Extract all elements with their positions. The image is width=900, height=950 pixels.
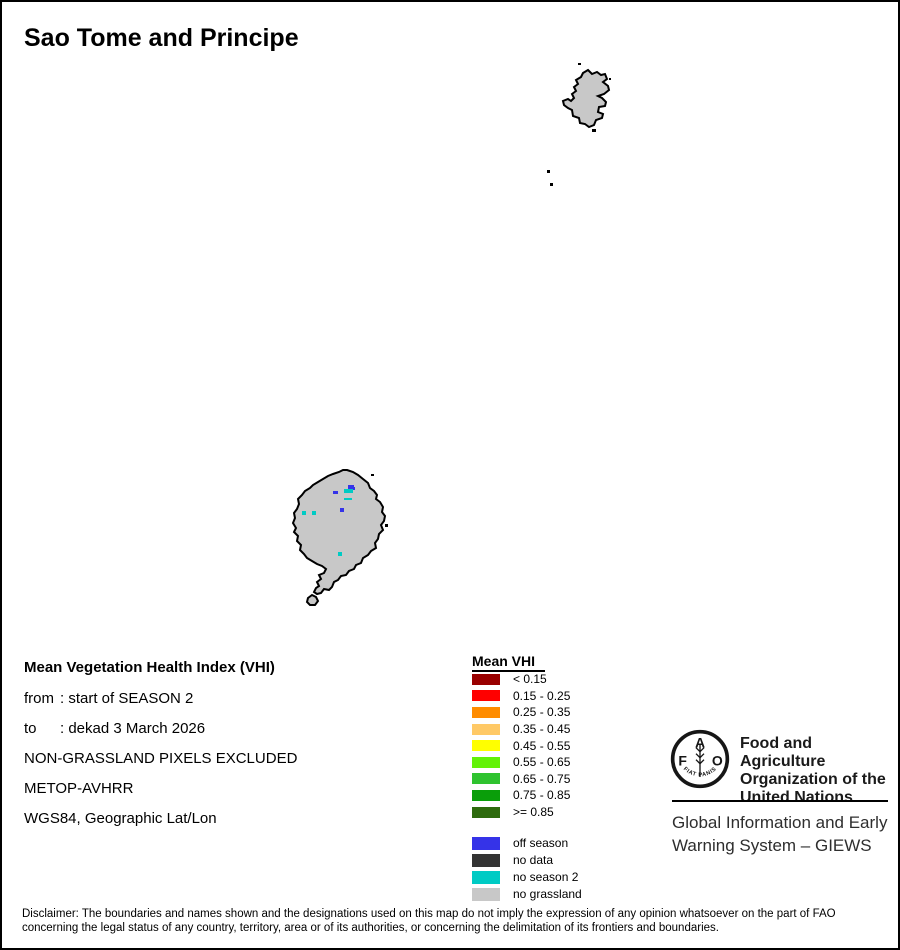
legend-swatch — [472, 853, 500, 867]
legend-label: 0.35 - 0.45 — [513, 722, 571, 737]
fao-org-name: Food and Agriculture Organization of the… — [740, 735, 898, 807]
legend-label: off season — [513, 836, 569, 851]
svg-text:F: F — [678, 753, 687, 769]
svg-text:O: O — [712, 753, 723, 769]
legend-swatch — [472, 806, 500, 818]
legend-label: 0.75 - 0.85 — [513, 788, 571, 803]
sao-tome-island — [291, 469, 387, 596]
legend-heading: Mean VHI — [472, 653, 546, 672]
disclaimer-text: Disclaimer: The boundaries and names sho… — [22, 908, 894, 935]
legend-label: no data — [513, 853, 554, 868]
legend-swatch — [472, 706, 500, 718]
legend-item: 0.25 - 0.35 — [472, 704, 570, 721]
legend-item: < 0.15 — [472, 671, 570, 688]
legend-label: < 0.15 — [513, 672, 547, 687]
fao-logo-icon: F A O FIAT PANIS — [670, 729, 730, 789]
legend-label: 0.15 - 0.25 — [513, 688, 571, 703]
from-label: from — [24, 690, 54, 707]
info-line-projection: WGS84, Geographic Lat/Lon — [24, 810, 217, 827]
info-line-from: from : start of SEASON 2 — [24, 690, 193, 707]
map-pixel-no-season-2 — [312, 511, 316, 515]
fao-divider-line — [672, 800, 888, 802]
principe-island — [561, 68, 611, 129]
disclaimer-line: Disclaimer: The boundaries and names sho… — [22, 908, 836, 920]
legend-label: 0.45 - 0.55 — [513, 738, 571, 753]
vhi-legend: < 0.15 0.15 - 0.25 0.25 - 0.35 0.35 - 0.45 0… — [472, 671, 570, 820]
fao-org-line: Organization of the — [740, 771, 886, 788]
legend-swatch — [472, 773, 500, 785]
legend-label: no season 2 — [513, 870, 579, 885]
map-pixel-off-season — [348, 485, 354, 489]
legend-swatch — [472, 756, 500, 768]
legend-swatch — [472, 836, 500, 850]
to-label: to — [24, 720, 37, 737]
info-line-to: to : dekad 3 March 2026 — [24, 720, 205, 737]
legend-label: 0.65 - 0.75 — [513, 771, 571, 786]
legend-swatch — [472, 673, 500, 685]
legend-swatch — [472, 723, 500, 735]
extra-legend: off season no data no season 2 no grassland — [472, 835, 582, 903]
legend-item: no data — [472, 852, 582, 869]
map-pixel-no-season-2 — [338, 552, 342, 556]
vhi-data-pixels — [302, 485, 355, 556]
legend-item: >= 0.85 — [472, 804, 570, 821]
legend-item: off season — [472, 835, 582, 852]
legend-item: 0.55 - 0.65 — [472, 754, 570, 771]
legend-item: 0.45 - 0.55 — [472, 737, 570, 754]
legend-label: 0.25 - 0.35 — [513, 705, 571, 720]
fao-org-line: Food and Agriculture — [740, 735, 826, 770]
info-line-exclusion: NON-GRASSLAND PIXELS EXCLUDED — [24, 750, 298, 767]
map-pixel-no-season-2 — [302, 511, 306, 515]
legend-item: 0.35 - 0.45 — [472, 721, 570, 738]
fao-org-line: United Nations — [740, 789, 853, 806]
from-value: : start of SEASON 2 — [60, 690, 194, 707]
page-title: Sao Tome and Principe — [24, 24, 299, 52]
to-value: : dekad 3 March 2026 — [60, 720, 206, 737]
legend-item: no grassland — [472, 886, 582, 903]
map-pixel-no-season-2 — [344, 489, 353, 493]
legend-label: 0.55 - 0.65 — [513, 755, 571, 770]
legend-label: no grassland — [513, 887, 582, 902]
map-pixel-off-season — [333, 491, 338, 494]
legend-item: 0.15 - 0.25 — [472, 688, 570, 705]
giews-caption: Global Information and Early Warning Sys… — [672, 811, 887, 857]
legend-swatch — [472, 740, 500, 752]
legend-item: 0.75 - 0.85 — [472, 787, 570, 804]
rolas-islet — [305, 593, 320, 606]
vhi-block-heading: Mean Vegetation Health Index (VHI) — [24, 659, 275, 676]
svg-text:A: A — [695, 735, 705, 751]
info-line-sensor: METOP-AVHRR — [24, 780, 134, 797]
map-pixel-no-season-2 — [344, 498, 352, 500]
map-pixel-off-season — [352, 487, 355, 490]
legend-swatch — [472, 789, 500, 801]
giews-line: Warning System – GIEWS — [672, 836, 872, 855]
legend-swatch — [472, 887, 500, 901]
legend-item: 0.65 - 0.75 — [472, 771, 570, 788]
legend-swatch — [472, 690, 500, 702]
legend-item: no season 2 — [472, 869, 582, 886]
legend-swatch — [472, 870, 500, 884]
disclaimer-line: concerning the legal status of any count… — [22, 921, 719, 934]
map-pixel-off-season — [340, 508, 344, 512]
legend-label: >= 0.85 — [513, 805, 554, 820]
islet-dots — [371, 63, 611, 527]
giews-line: Global Information and Early — [672, 813, 888, 832]
